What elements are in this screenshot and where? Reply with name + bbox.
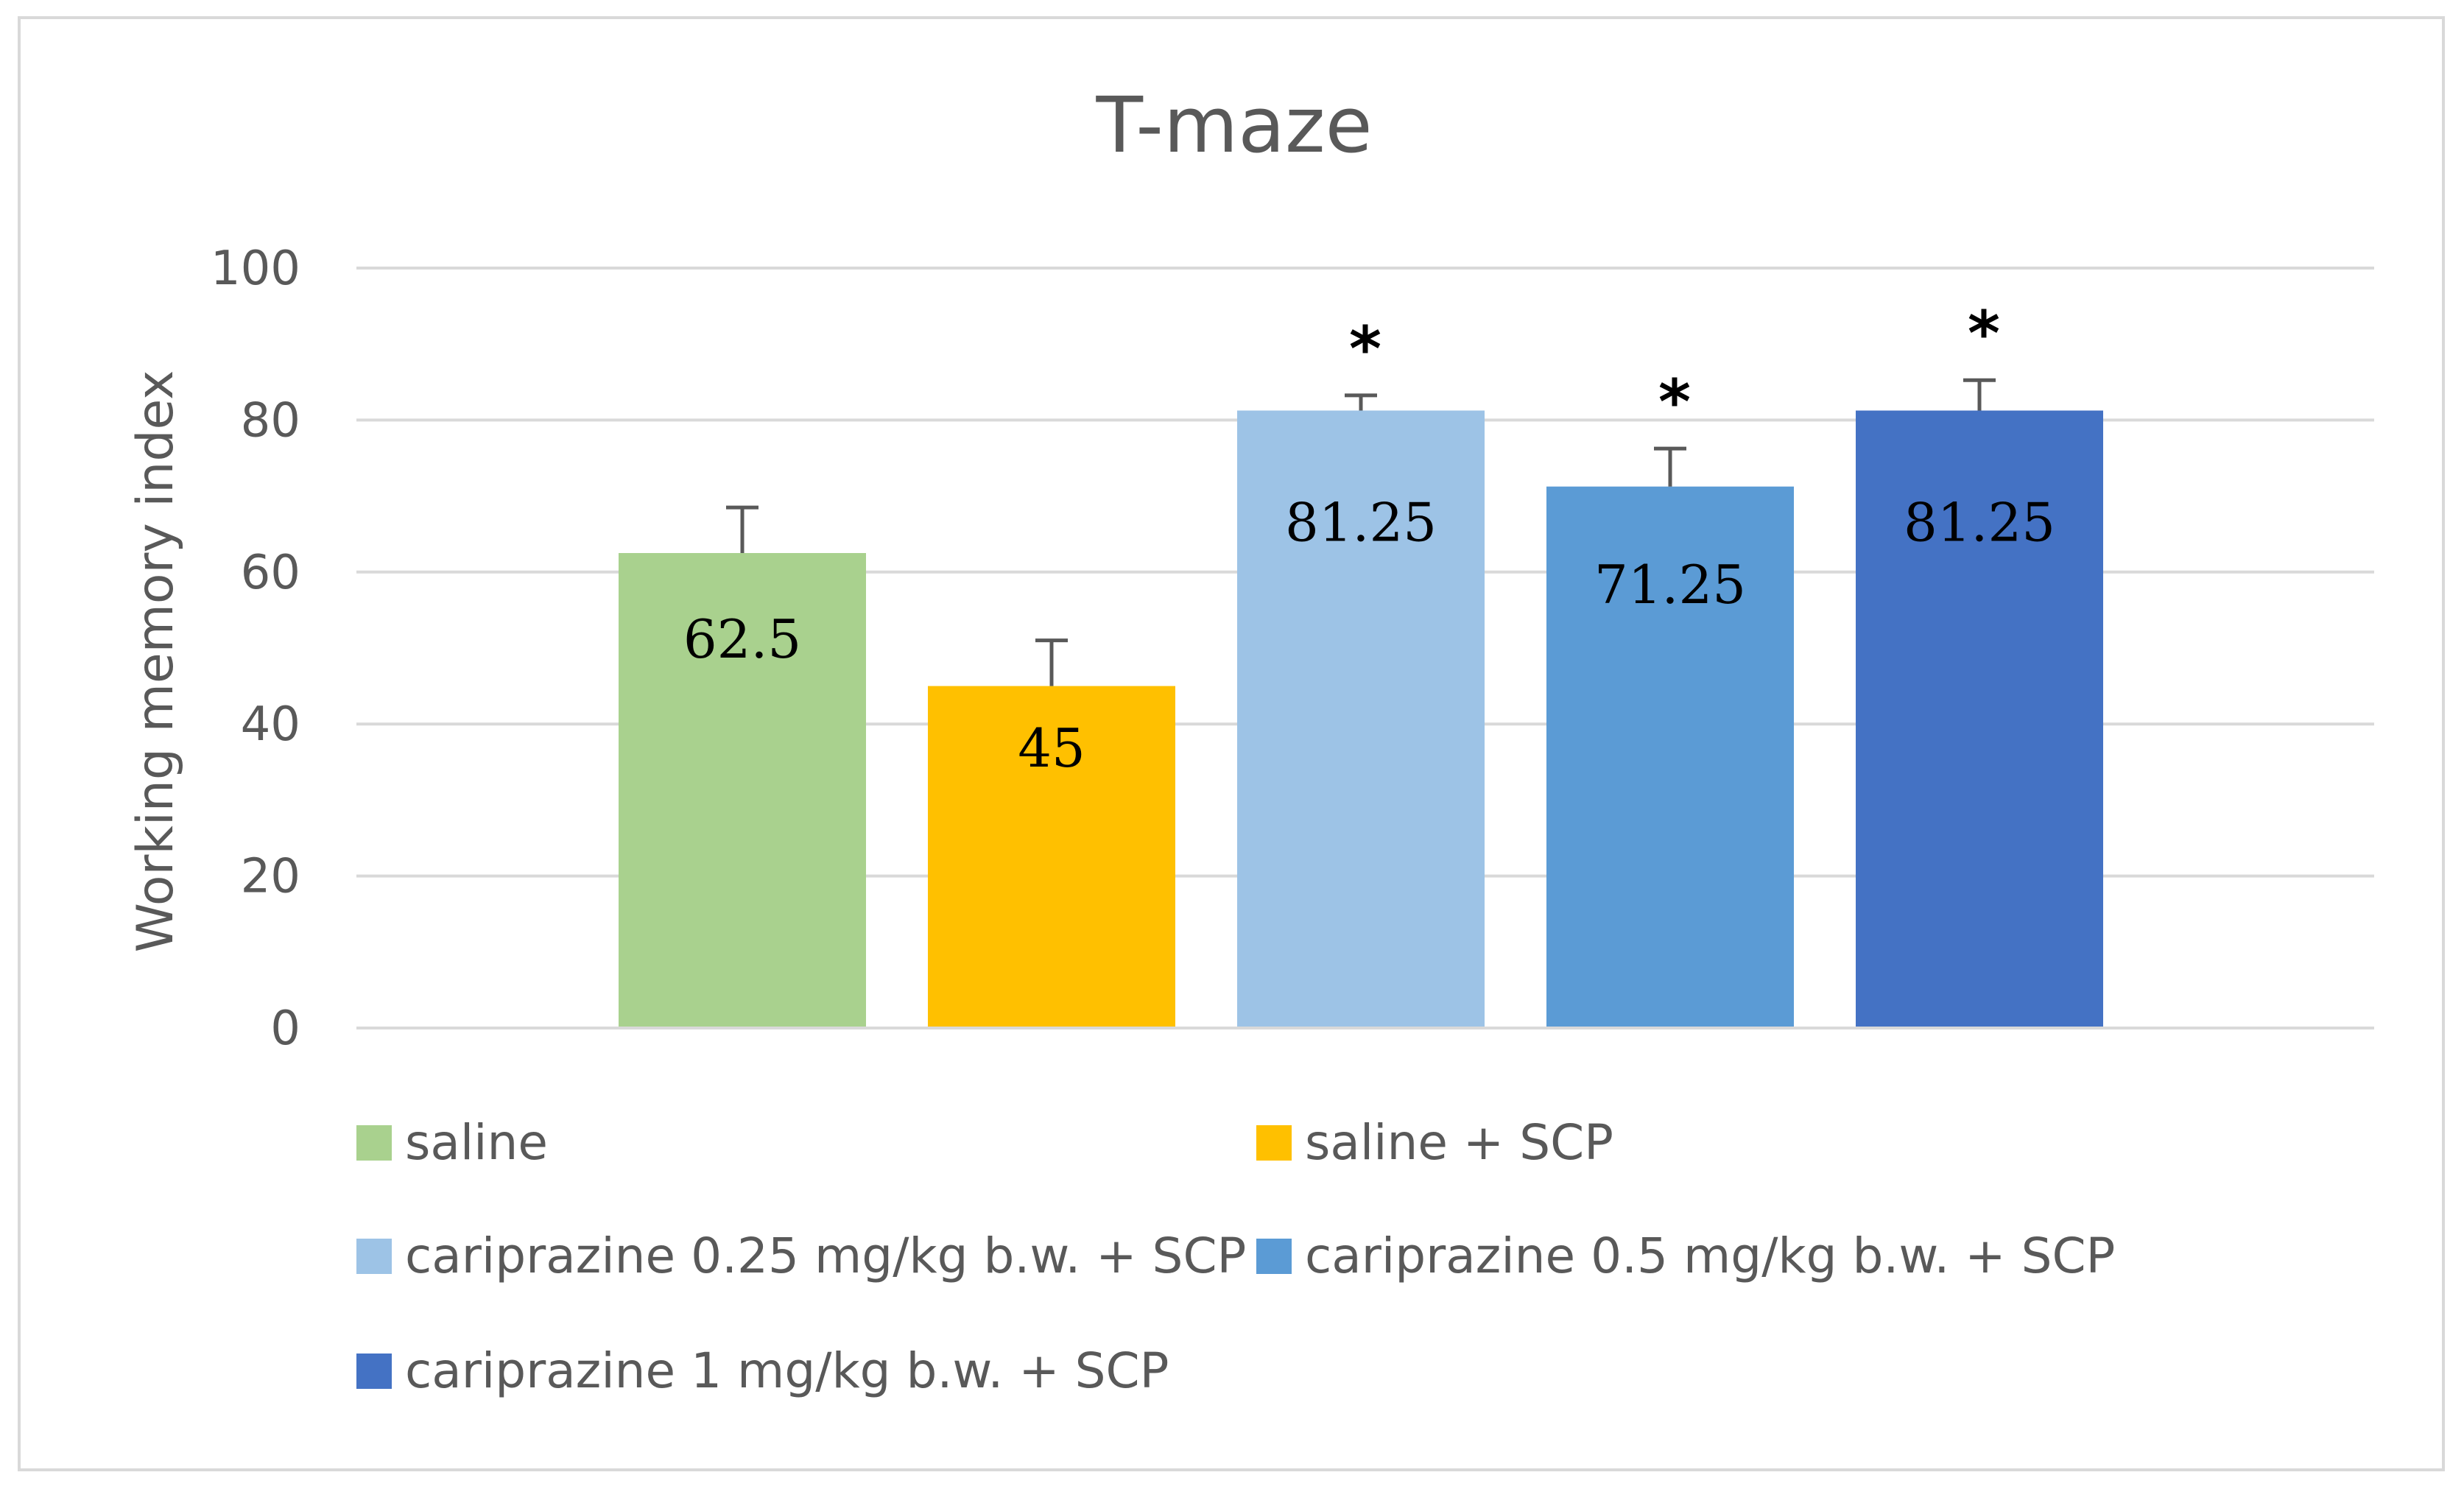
y-tick-label: 60 [241,546,300,600]
legend-item: cariprazine 1 mg/kg b.w. + SCP [356,1342,1169,1399]
bar-group: 71.25 * [1546,366,1794,1028]
legend-label: cariprazine 0.25 mg/kg b.w. + SCP [405,1228,1246,1284]
data-label: 45 [1018,717,1085,779]
legend-swatch [1256,1125,1292,1161]
significance-marker: * [1349,313,1381,385]
legend-swatch [356,1239,392,1274]
significance-marker: * [1968,298,2000,370]
legend-label: cariprazine 1 mg/kg b.w. + SCP [405,1342,1169,1399]
legend-swatch [356,1354,392,1389]
y-tick-label: 20 [241,850,300,904]
chart-frame: T-maze Working memory index 0 20 40 60 80 100… [18,16,2445,1471]
legend-label: saline [405,1114,548,1171]
legend-swatch [356,1125,392,1161]
bar-group: 62.5 [619,505,866,1028]
legend-item: cariprazine 0.25 mg/kg b.w. + SCP [356,1228,1246,1284]
legend-item: cariprazine 0.5 mg/kg b.w. + SCP [1256,1228,2115,1284]
chart-title: T-maze [1095,80,1372,170]
y-tick-label: 40 [241,697,300,752]
data-label: 81.25 [1285,491,1437,553]
legend-label: saline + SCP [1305,1114,1613,1171]
legend-item: saline [356,1114,548,1171]
legend: saline saline + SCP cariprazine 0.25 mg/kg… [356,1114,2115,1399]
y-tick-label: 0 [270,1002,300,1056]
y-tick-label: 80 [241,393,300,448]
bar [1237,410,1485,1028]
bar-group: 81.25 * [1237,313,1485,1028]
bar-group: 45 [928,638,1175,1028]
legend-label: cariprazine 0.5 mg/kg b.w. + SCP [1305,1228,2115,1284]
y-tick-label: 100 [211,242,300,296]
bar [1856,410,2103,1028]
data-label: 71.25 [1594,554,1746,616]
y-axis-label: Working memory index [127,370,185,953]
data-label: 81.25 [1904,491,2055,553]
legend-item: saline + SCP [1256,1114,1613,1171]
bar [1546,486,1794,1028]
legend-swatch [1256,1239,1292,1274]
bar [619,553,866,1028]
significance-marker: * [1658,366,1691,438]
bar [928,686,1175,1028]
bar-group: 81.25 * [1856,298,2103,1028]
data-label: 62.5 [683,608,801,670]
bar-chart: T-maze Working memory index 0 20 40 60 80 100… [127,80,2374,1399]
bars: 62.5 45 81.25 * 71.25 * 81.25 * [356,298,2374,1029]
